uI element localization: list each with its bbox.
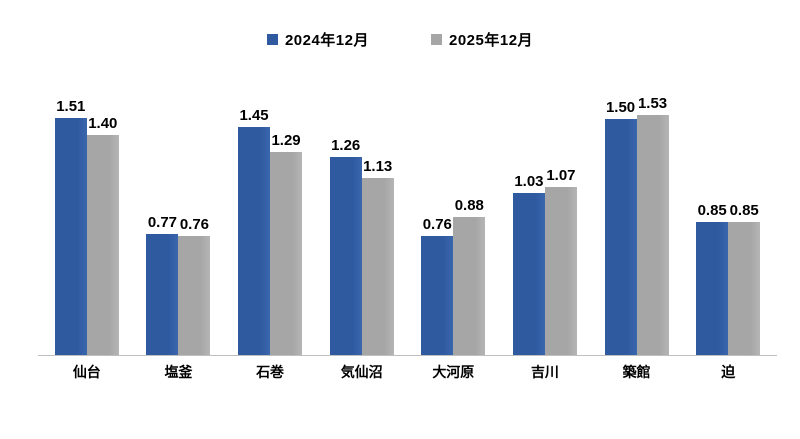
bar-wrap: 0.85 xyxy=(696,202,729,355)
bar-wrap: 0.76 xyxy=(421,216,454,355)
chart-legend: 2024年12月 2025年12月 xyxy=(0,29,800,50)
bar-2024年12月 xyxy=(329,157,362,355)
legend-swatch-2025-icon xyxy=(431,34,442,45)
legend-item-2025: 2025年12月 xyxy=(431,29,533,50)
category-label: 築館 xyxy=(622,364,651,380)
bar-2024年12月 xyxy=(54,118,87,355)
bar-wrap: 1.45 xyxy=(238,107,271,355)
bar-2024年12月 xyxy=(146,234,179,355)
plot-area: 1.51 1.40 0.77 0.76 1.45 1.29 1.26 1.13 0.76 0.88… xyxy=(38,0,777,356)
bar-wrap: 1.53 xyxy=(636,95,669,355)
category-label: 迫 xyxy=(721,364,736,380)
value-label: 1.13 xyxy=(363,158,393,175)
value-label: 1.29 xyxy=(271,132,301,149)
category-label: 塩釜 xyxy=(164,364,193,380)
legend-swatch-2024-icon xyxy=(266,34,278,45)
bar-2025年12月 xyxy=(361,178,394,355)
bar-2025年12月 xyxy=(728,222,761,355)
value-label: 1.45 xyxy=(239,107,269,124)
bar-group: 1.26 1.13 xyxy=(316,0,408,355)
bar-wrap: 0.76 xyxy=(178,216,211,355)
legend-label-2025: 2025年12月 xyxy=(449,32,534,49)
value-label: 1.40 xyxy=(88,115,118,132)
bar-wrap: 1.13 xyxy=(361,158,394,355)
bar-2025年12月 xyxy=(86,135,119,355)
category-label: 吉川 xyxy=(530,364,559,380)
bar-wrap: 1.03 xyxy=(512,173,545,355)
bar-2024年12月 xyxy=(238,127,271,355)
bar-2024年12月 xyxy=(421,236,454,355)
category-label: 大河原 xyxy=(432,364,475,380)
value-label: 0.85 xyxy=(697,202,727,219)
bar-group: 1.03 1.07 xyxy=(499,0,591,355)
bar-wrap: 1.51 xyxy=(54,98,87,355)
bar-wrap: 1.26 xyxy=(329,137,362,355)
category-label: 仙台 xyxy=(72,364,101,380)
legend-label-2024: 2024年12月 xyxy=(284,32,369,49)
value-label: 0.88 xyxy=(454,197,484,214)
bar-2025年12月 xyxy=(453,217,486,355)
bar-group: 0.77 0.76 xyxy=(133,0,225,355)
bar-group: 1.50 1.53 xyxy=(591,0,683,355)
value-label: 0.77 xyxy=(147,214,178,231)
bar-wrap: 1.40 xyxy=(86,115,119,355)
bar-2024年12月 xyxy=(696,222,729,355)
bar-2025年12月 xyxy=(636,115,669,355)
value-label: 0.76 xyxy=(422,216,452,233)
value-label: 1.03 xyxy=(514,173,544,190)
bar-group: 0.76 0.88 xyxy=(408,0,500,355)
bar-wrap: 0.77 xyxy=(146,214,179,355)
category-label: 石巻 xyxy=(256,364,285,380)
bar-wrap: 0.85 xyxy=(728,202,761,355)
value-label: 1.50 xyxy=(605,99,636,116)
bar-groups: 1.51 1.40 0.77 0.76 1.45 1.29 1.26 1.13 0.76 0.88… xyxy=(41,0,774,355)
bar-wrap: 1.07 xyxy=(544,167,577,355)
category-axis-labels: 仙台 塩釜 石巻 気仙沼 大河原 吉川 築館 迫 xyxy=(41,362,774,382)
value-label: 1.07 xyxy=(546,167,576,184)
category-label: 気仙沼 xyxy=(340,364,383,380)
legend-item-2024: 2024年12月 xyxy=(266,29,369,50)
bar-group: 0.85 0.85 xyxy=(682,0,774,355)
bar-2025年12月 xyxy=(544,187,577,355)
bar-wrap: 1.50 xyxy=(604,99,637,355)
x-axis-line xyxy=(38,355,777,356)
value-label: 0.76 xyxy=(179,216,210,233)
bar-2024年12月 xyxy=(512,193,545,355)
bar-group: 1.45 1.29 xyxy=(224,0,316,355)
bar-wrap: 1.29 xyxy=(270,132,303,355)
bar-wrap: 0.88 xyxy=(453,197,486,355)
bar-group: 1.51 1.40 xyxy=(41,0,133,355)
value-label: 1.51 xyxy=(56,98,86,115)
bar-2025年12月 xyxy=(178,236,211,355)
bar-2024年12月 xyxy=(604,119,637,355)
value-label: 0.85 xyxy=(729,202,759,219)
value-label: 1.53 xyxy=(637,95,668,112)
bar-2025年12月 xyxy=(270,152,303,355)
value-label: 1.26 xyxy=(331,137,361,154)
